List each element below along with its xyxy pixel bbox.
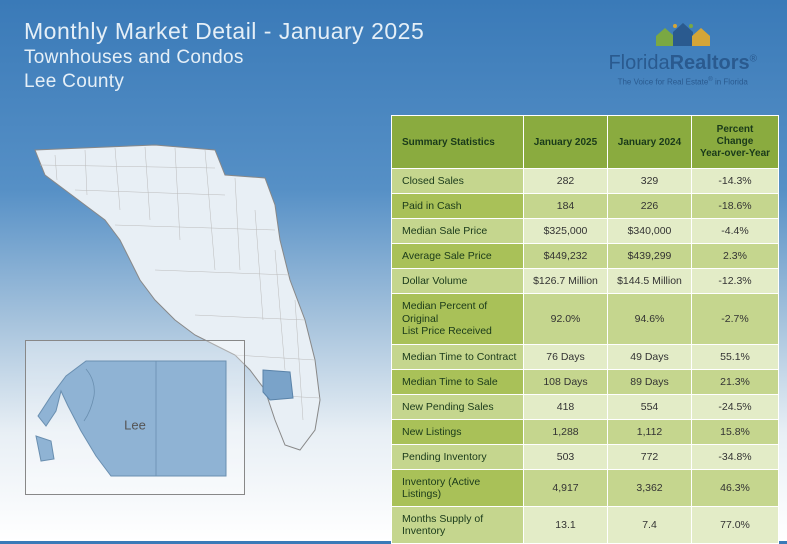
stat-current: 4,917	[524, 469, 608, 506]
stat-prior: 89 Days	[608, 369, 692, 394]
stat-prior: 49 Days	[608, 344, 692, 369]
stat-current: 503	[524, 444, 608, 469]
summary-statistics-table: Summary Statistics January 2025 January …	[391, 115, 779, 544]
stat-current: 13.1	[524, 506, 608, 543]
stat-current: $325,000	[524, 219, 608, 244]
stat-current: 92.0%	[524, 294, 608, 345]
florida-realtors-logo: FloridaRealtors® The Voice for Real Esta…	[608, 20, 757, 87]
stat-current: 108 Days	[524, 369, 608, 394]
stat-current: 184	[524, 194, 608, 219]
logo-brand-text: FloridaRealtors®	[608, 52, 757, 75]
stat-label: Median Time to Contract	[392, 344, 524, 369]
lee-county-inset-map: Lee	[25, 340, 245, 495]
table-row: Median Percent of OriginalList Price Rec…	[392, 294, 779, 345]
table-row: Dollar Volume$126.7 Million$144.5 Millio…	[392, 269, 779, 294]
lee-county-highlight	[263, 370, 293, 400]
stat-current: 1,288	[524, 419, 608, 444]
stat-change: -4.4%	[692, 219, 779, 244]
stat-label: Paid in Cash	[392, 194, 524, 219]
stat-change: -18.6%	[692, 194, 779, 219]
stat-change: -34.8%	[692, 444, 779, 469]
stat-prior: 226	[608, 194, 692, 219]
table-row: Paid in Cash184226-18.6%	[392, 194, 779, 219]
stat-change: -14.3%	[692, 169, 779, 194]
stat-current: 282	[524, 169, 608, 194]
table-row: New Listings1,2881,11215.8%	[392, 419, 779, 444]
stat-change: 77.0%	[692, 506, 779, 543]
table-row: Median Sale Price$325,000$340,000-4.4%	[392, 219, 779, 244]
stat-label: Dollar Volume	[392, 269, 524, 294]
stat-prior: $340,000	[608, 219, 692, 244]
stat-change: 55.1%	[692, 344, 779, 369]
stat-prior: $144.5 Million	[608, 269, 692, 294]
stat-current: $126.7 Million	[524, 269, 608, 294]
stat-current: 418	[524, 394, 608, 419]
stat-change: -2.7%	[692, 294, 779, 345]
table-row: New Pending Sales418554-24.5%	[392, 394, 779, 419]
stat-label: New Pending Sales	[392, 394, 524, 419]
stat-label: Pending Inventory	[392, 444, 524, 469]
stat-label: Median Time to Sale	[392, 369, 524, 394]
stat-change: 21.3%	[692, 369, 779, 394]
stat-prior: 1,112	[608, 419, 692, 444]
stat-label: Average Sale Price	[392, 244, 524, 269]
stat-prior: 772	[608, 444, 692, 469]
stat-current: 76 Days	[524, 344, 608, 369]
col-header-change: Percent ChangeYear-over-Year	[692, 116, 779, 169]
col-header-stat: Summary Statistics	[392, 116, 524, 169]
stat-prior: 94.6%	[608, 294, 692, 345]
table-row: Months Supply of Inventory13.17.477.0%	[392, 506, 779, 543]
table-row: Average Sale Price$449,232$439,2992.3%	[392, 244, 779, 269]
table-row: Median Time to Contract76 Days49 Days55.…	[392, 344, 779, 369]
stat-change: 2.3%	[692, 244, 779, 269]
col-header-current: January 2025	[524, 116, 608, 169]
stat-prior: $439,299	[608, 244, 692, 269]
stat-prior: 329	[608, 169, 692, 194]
table-row: Inventory (Active Listings)4,9173,36246.…	[392, 469, 779, 506]
table-row: Median Time to Sale108 Days89 Days21.3%	[392, 369, 779, 394]
florida-map: Lee	[15, 120, 395, 520]
stat-change: -24.5%	[692, 394, 779, 419]
stat-current: $449,232	[524, 244, 608, 269]
stat-change: 46.3%	[692, 469, 779, 506]
stat-change: 15.8%	[692, 419, 779, 444]
stat-label: Months Supply of Inventory	[392, 506, 524, 543]
stat-label: New Listings	[392, 419, 524, 444]
table-row: Closed Sales282329-14.3%	[392, 169, 779, 194]
inset-county-label: Lee	[124, 418, 146, 433]
stat-label: Inventory (Active Listings)	[392, 469, 524, 506]
stat-label: Median Sale Price	[392, 219, 524, 244]
stat-prior: 3,362	[608, 469, 692, 506]
stat-prior: 7.4	[608, 506, 692, 543]
stat-prior: 554	[608, 394, 692, 419]
stat-label: Median Percent of OriginalList Price Rec…	[392, 294, 524, 345]
stat-change: -12.3%	[692, 269, 779, 294]
table-row: Pending Inventory503772-34.8%	[392, 444, 779, 469]
col-header-prior: January 2024	[608, 116, 692, 169]
stat-label: Closed Sales	[392, 169, 524, 194]
logo-houses-icon	[608, 20, 757, 48]
table-header-row: Summary Statistics January 2025 January …	[392, 116, 779, 169]
logo-tagline: The Voice for Real Estate® in Florida	[608, 77, 757, 87]
